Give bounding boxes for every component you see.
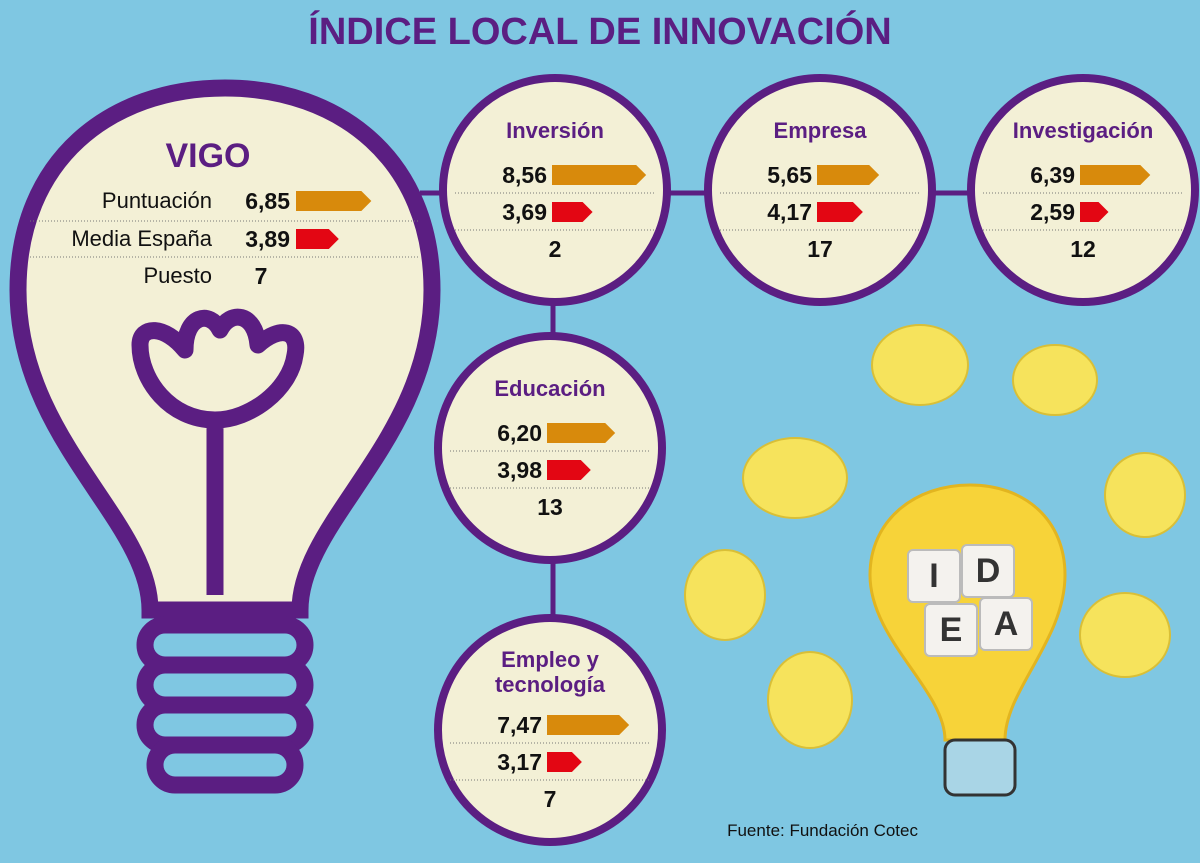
- cubes: [907, 544, 1033, 657]
- row-label: Media España: [71, 226, 212, 251]
- circle-title: Empleo y tecnología: [494, 647, 605, 697]
- rank: 7: [543, 786, 557, 812]
- bar: [817, 165, 880, 185]
- category-circle: [967, 74, 1199, 306]
- row-value: 3,89: [245, 226, 290, 252]
- bar: [817, 202, 863, 222]
- rank: 13: [537, 494, 563, 520]
- rank: 2: [548, 236, 562, 262]
- source: Fuente: Fundación Cotec: [727, 821, 918, 840]
- rank: 7: [254, 263, 268, 289]
- bar: [547, 460, 591, 480]
- bar: [547, 752, 582, 772]
- average-value: 3,17: [497, 749, 542, 775]
- bar: [296, 191, 372, 211]
- score-value: 8,56: [502, 162, 547, 188]
- score-value: 5,65: [767, 162, 812, 188]
- category-circle: [434, 332, 666, 564]
- circle-title: Empresa: [773, 118, 867, 143]
- score-value: 6,39: [1030, 162, 1075, 188]
- main-name: VIGO: [165, 137, 251, 175]
- cube-letter: E: [939, 611, 963, 649]
- circle-title: Inversión: [506, 118, 604, 143]
- cube-letter: A: [993, 605, 1019, 643]
- average-value: 4,17: [767, 199, 812, 225]
- bar: [552, 202, 593, 222]
- average-value: 3,69: [502, 199, 547, 225]
- bar: [552, 165, 647, 185]
- bulb: [9, 79, 441, 619]
- cube-letter: I: [929, 557, 939, 595]
- row-value: 6,85: [245, 188, 290, 214]
- score-value: 6,20: [497, 420, 542, 446]
- rank: 12: [1070, 236, 1096, 262]
- bar: [296, 229, 339, 249]
- bar: [547, 715, 630, 735]
- circle-title: Investigación: [1012, 118, 1154, 143]
- paper-balls: [684, 324, 1186, 749]
- cube-letter: D: [975, 552, 1001, 590]
- filament: [131, 308, 305, 595]
- category-circle: [704, 74, 936, 306]
- circle-title: Educación: [494, 376, 606, 401]
- score-value: 7,47: [497, 712, 542, 738]
- average-value: 2,59: [1030, 199, 1075, 225]
- bar: [547, 423, 616, 443]
- rank-label: Puesto: [143, 263, 213, 288]
- row-label: Puntuación: [101, 188, 212, 213]
- bar: [1080, 202, 1109, 222]
- rank: 17: [807, 236, 833, 262]
- bar: [1080, 165, 1151, 185]
- bulb-base: [136, 616, 314, 794]
- title: ÍNDICE LOCAL DE INNOVACIÓN: [308, 11, 892, 53]
- idea-bulb-base: [943, 738, 1017, 797]
- category-circle: [439, 74, 671, 306]
- average-value: 3,98: [497, 457, 542, 483]
